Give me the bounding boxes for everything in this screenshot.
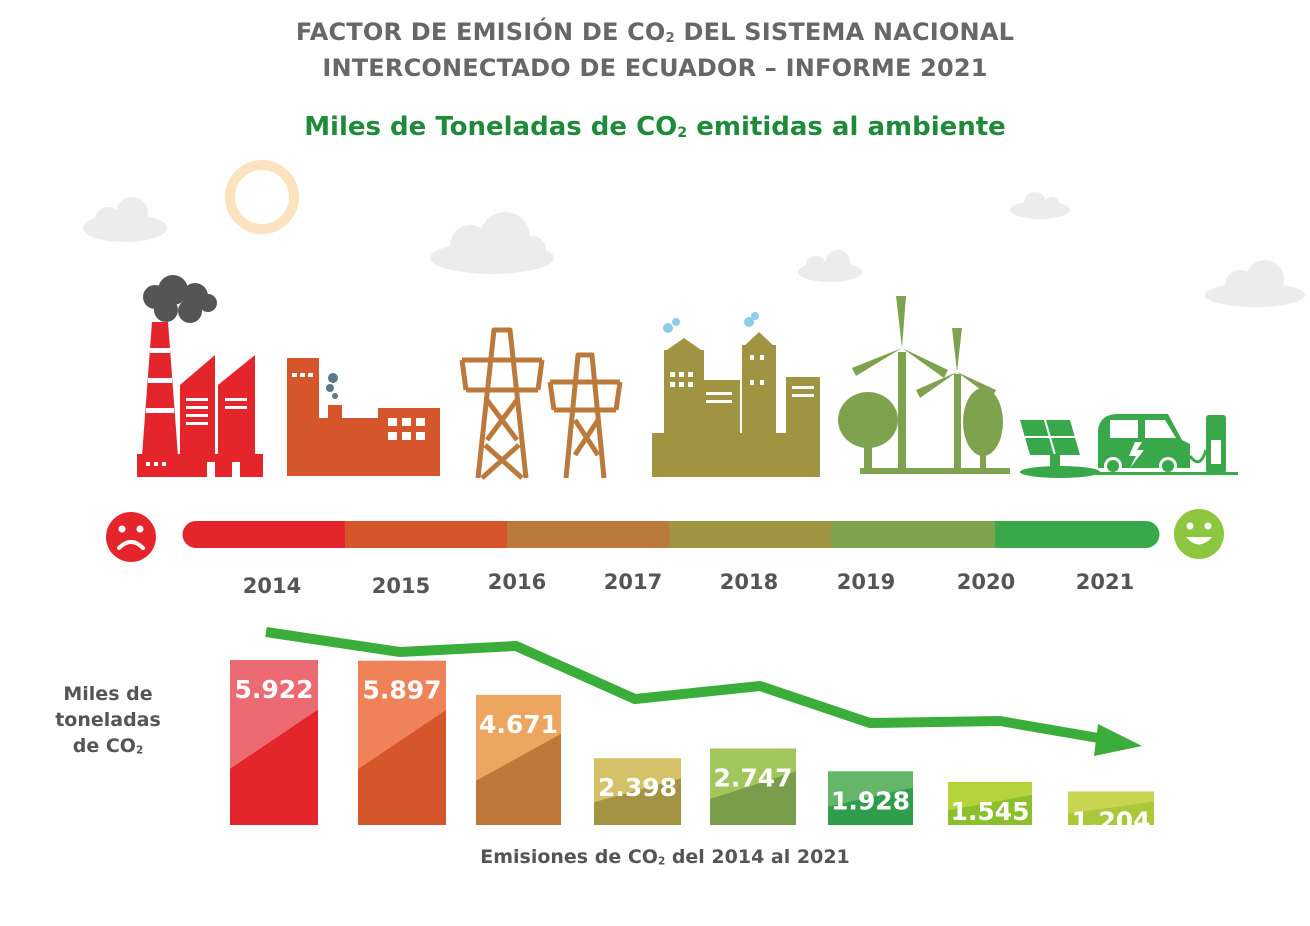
scale-segment	[669, 521, 832, 548]
year-label: 2020	[956, 570, 1016, 594]
bar-value-label: 1.545	[950, 797, 1029, 826]
scale-segment	[507, 521, 670, 548]
scale-segment	[831, 521, 996, 548]
bar-value-label: 2.398	[598, 773, 677, 802]
bar-series: 5.922 5.897 4.671 2.398 2.747 1.928 1.545 1.204	[230, 660, 1154, 835]
sad-face-icon	[106, 512, 156, 562]
page-title: FACTOR DE EMISIÓN DE CO2 DEL SISTEMA NAC…	[295, 18, 1015, 82]
chart-caption: Emisiones de CO2 del 2014 al 2021	[480, 846, 850, 868]
year-label: 2015	[371, 574, 431, 598]
wind-turbine-icon	[838, 296, 1010, 474]
power-tower-icon	[459, 327, 623, 480]
solar-panel-icon	[1020, 419, 1100, 478]
coal-factory-icon	[137, 275, 263, 477]
year-label: 2016	[487, 570, 547, 594]
bar-shade-2015	[358, 709, 446, 825]
bar-value-label: 5.922	[234, 675, 313, 704]
year-label: 2021	[1075, 570, 1135, 594]
cloud-icon	[83, 197, 167, 242]
bar-value-label: 1.204	[1071, 806, 1150, 835]
bar-shade-2020	[948, 794, 1032, 825]
chart-subtitle: Miles de Toneladas de CO2 emitidas al am…	[304, 112, 1006, 142]
bar-shade-2014	[230, 709, 318, 825]
scale-segment	[345, 521, 508, 548]
cloud-icon	[1010, 192, 1070, 219]
city-buildings-icon	[652, 312, 820, 477]
cloud-icons	[83, 192, 1305, 307]
bar-shade-2017	[594, 778, 681, 825]
year-label: 2017	[603, 570, 663, 594]
bar-shade-2019	[828, 787, 913, 825]
emission-scale-bar	[182, 521, 1160, 548]
trend-line	[265, 627, 1111, 745]
industrial-plant-icon	[287, 358, 440, 476]
electric-car-icon	[1096, 414, 1238, 475]
happy-face-icon	[1174, 509, 1224, 559]
scale-segment	[182, 521, 345, 548]
bar-shade-2021	[1068, 801, 1154, 825]
bar-value-label: 1.928	[831, 786, 910, 815]
trend-arrowhead	[1094, 724, 1142, 756]
year-label: 2019	[836, 570, 896, 594]
scale-segment	[995, 521, 1160, 548]
bar-shade-2016	[476, 733, 561, 825]
bar-value-label: 5.897	[362, 676, 441, 705]
cloud-icon	[1205, 260, 1305, 307]
cloud-icon	[798, 250, 862, 282]
sun-icon	[225, 160, 299, 234]
trend-arrow	[265, 627, 1142, 756]
bar-shade-2018	[710, 771, 796, 825]
y-axis-label: Miles de toneladas de CO2	[55, 683, 161, 757]
year-label: 2014	[242, 574, 302, 598]
bar-value-label: 4.671	[479, 710, 558, 739]
bar-value-label: 2.747	[713, 763, 792, 792]
year-label: 2018	[719, 570, 779, 594]
cloud-icon	[430, 212, 554, 274]
